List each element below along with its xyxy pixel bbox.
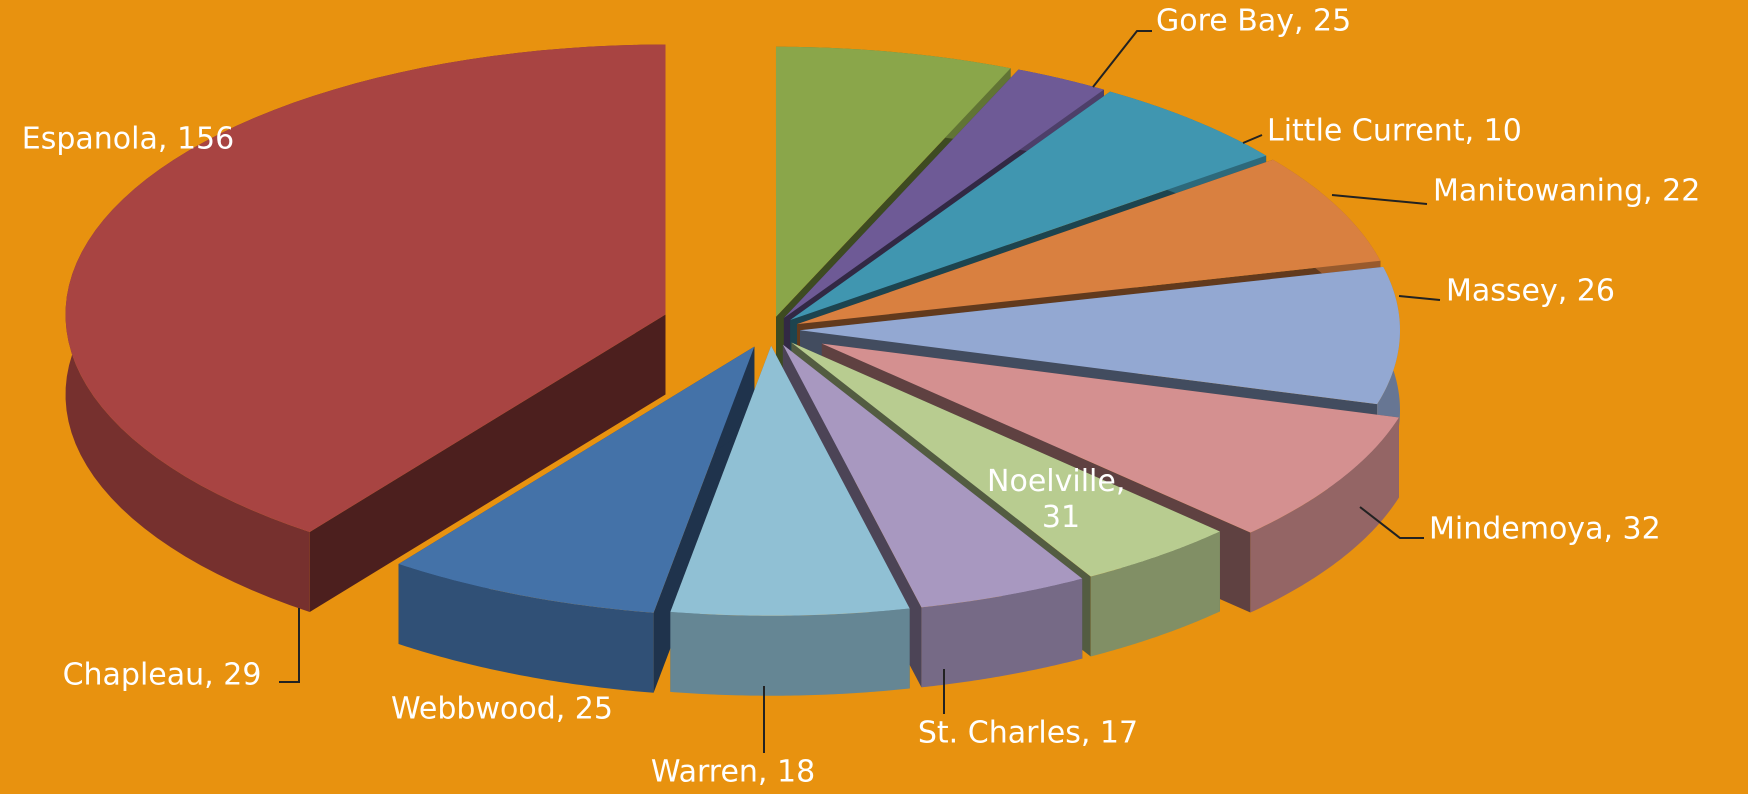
slice-top [799, 266, 1400, 405]
leader-line [1359, 506, 1424, 539]
label-line: Noelville, [987, 464, 1135, 499]
data-label: Warren, 18 [651, 755, 815, 790]
data-label: Chapleau, 29 [63, 658, 262, 693]
slice-wall [1090, 531, 1220, 657]
slice-top [797, 159, 1381, 325]
data-label: Webbwood, 25 [391, 692, 613, 727]
leader-line [1092, 30, 1152, 88]
pie-slice [65, 44, 666, 612]
slice-wall [670, 608, 910, 696]
slice-top [783, 69, 1104, 319]
slice-wall [398, 563, 654, 693]
leader-line [1331, 194, 1428, 205]
data-label: Espanola, 156 [22, 122, 234, 157]
slice-top [670, 345, 910, 616]
pie-slice [670, 345, 910, 696]
data-label: Little Current, 10 [1267, 114, 1522, 149]
leader-line [1398, 295, 1441, 301]
slice-wall [921, 578, 1083, 688]
data-label: Manitowaning, 22 [1433, 174, 1700, 209]
slice-top [790, 91, 1267, 321]
data-label: Massey, 26 [1446, 274, 1615, 309]
slice-top [398, 346, 755, 613]
slice-top [821, 343, 1399, 533]
data-label: Gore Bay, 25 [1156, 4, 1351, 39]
slice-top [775, 46, 1011, 317]
slice-side [309, 314, 666, 612]
slice-wall [1250, 417, 1399, 613]
slice-top [782, 344, 1083, 608]
slice-top [791, 342, 1220, 577]
slice-top [65, 44, 666, 532]
label-line: 31 [1042, 500, 1080, 535]
leader-line [279, 608, 300, 683]
data-label: St. Charles, 17 [918, 716, 1138, 751]
leader-line [1242, 134, 1263, 144]
data-label: Noelville, 31 [987, 464, 1135, 535]
data-label: Mindemoya, 32 [1429, 512, 1661, 547]
